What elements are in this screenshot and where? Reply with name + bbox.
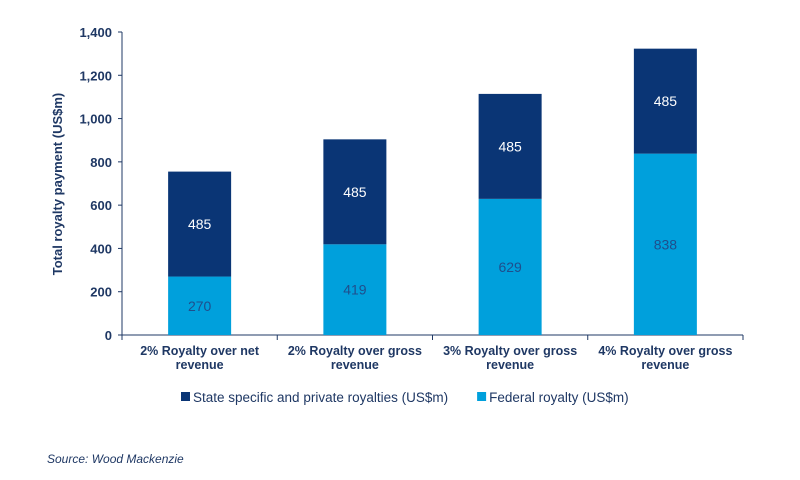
y-tick-label: 1,000: [79, 112, 112, 127]
data-label: 485: [498, 138, 522, 154]
x-category-label: revenue: [176, 358, 224, 372]
bar-segment: [478, 93, 542, 199]
bar-segment: [478, 198, 542, 335]
y-tick-label: 400: [90, 241, 112, 256]
x-category-label: revenue: [331, 358, 379, 372]
x-category-label: revenue: [486, 358, 534, 372]
y-tick-label: 1,400: [79, 25, 112, 40]
data-label: 270: [188, 298, 212, 314]
bar-segment: [323, 139, 387, 245]
legend-label: State specific and private royalties (US…: [193, 390, 448, 405]
legend-label: Federal royalty (US$m): [489, 390, 629, 405]
x-category-label: revenue: [641, 358, 689, 372]
data-label: 838: [654, 236, 678, 252]
bar-segment: [633, 48, 697, 154]
y-tick-label: 800: [90, 155, 112, 170]
y-tick-label: 200: [90, 285, 112, 300]
x-category-label: 4% Royalty over gross: [598, 344, 732, 358]
y-tick-label: 1,200: [79, 68, 112, 83]
y-tick-label: 600: [90, 198, 112, 213]
legend-swatch: [181, 392, 190, 401]
data-label: 485: [188, 216, 212, 232]
source-note: Source: Wood Mackenzie: [47, 452, 184, 466]
bar-segment: [323, 244, 387, 335]
legend-swatch: [477, 392, 487, 401]
x-category-label: 3% Royalty over gross: [443, 344, 577, 358]
x-category-label: 2% Royalty over net: [140, 344, 260, 358]
bar-segment: [633, 153, 697, 335]
bar-segment: [168, 171, 232, 277]
data-label: 629: [498, 259, 522, 275]
x-category-label: 2% Royalty over gross: [288, 344, 422, 358]
y-tick-label: 0: [105, 328, 112, 343]
data-label: 485: [654, 93, 678, 109]
data-label: 485: [343, 184, 367, 200]
y-axis-title: Total royalty payment (US$m): [50, 93, 65, 276]
bar-segment: [168, 276, 232, 335]
data-label: 419: [343, 282, 367, 298]
